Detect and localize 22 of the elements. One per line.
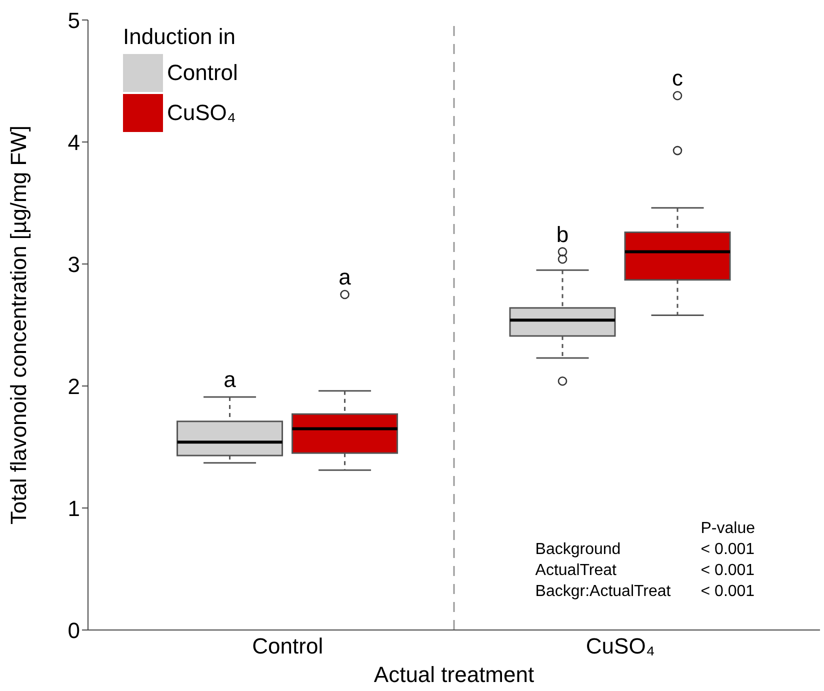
annotation: Background <box>535 540 622 560</box>
y-tick-label: 1 <box>68 496 80 521</box>
legend-title: Induction in <box>123 24 237 50</box>
annotation: P-value <box>700 519 755 539</box>
y-tick-label: 4 <box>68 130 80 155</box>
annotation: Backgr:ActualTreat <box>535 582 671 602</box>
text: a <box>338 264 351 290</box>
y-tick-label: 3 <box>68 252 80 277</box>
text: c <box>672 66 683 91</box>
legend-label: Control <box>167 60 238 86</box>
annotation: < 0.001 <box>700 561 755 581</box>
annotation: ActualTreat <box>535 561 618 581</box>
legend-label: CuSO₄ <box>167 100 236 126</box>
y-axis-title: Total flavonoid concentration [µg/mg FW] <box>6 125 31 525</box>
text: b <box>556 222 569 247</box>
y-tick-label: 5 <box>68 8 80 33</box>
x-axis-title: Actual treatment <box>374 662 534 687</box>
annotation: < 0.001 <box>700 540 755 560</box>
y-tick-label: 2 <box>68 374 80 399</box>
text: a <box>224 366 236 392</box>
y-tick-label: 0 <box>68 618 80 643</box>
annotation: < 0.001 <box>700 582 755 602</box>
